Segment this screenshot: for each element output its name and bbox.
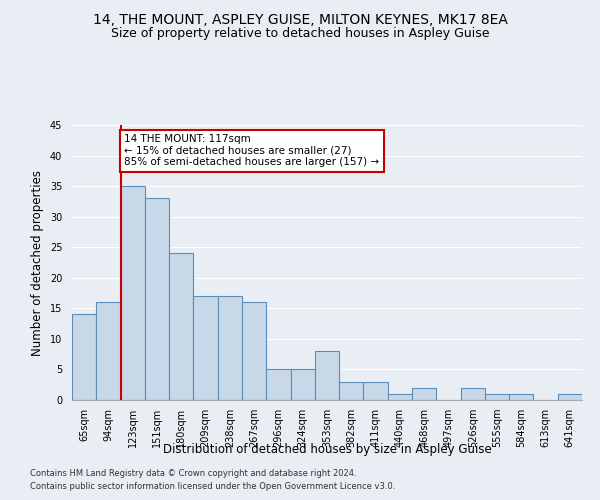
Bar — [364, 382, 388, 400]
Bar — [412, 388, 436, 400]
Bar — [485, 394, 509, 400]
Bar — [169, 254, 193, 400]
Y-axis label: Number of detached properties: Number of detached properties — [31, 170, 44, 356]
Text: Contains public sector information licensed under the Open Government Licence v3: Contains public sector information licen… — [30, 482, 395, 491]
Bar — [290, 370, 315, 400]
Bar — [509, 394, 533, 400]
Bar — [266, 370, 290, 400]
Bar — [461, 388, 485, 400]
Bar — [96, 302, 121, 400]
Bar — [558, 394, 582, 400]
Bar — [388, 394, 412, 400]
Bar — [145, 198, 169, 400]
Text: Distribution of detached houses by size in Aspley Guise: Distribution of detached houses by size … — [163, 442, 491, 456]
Text: Contains HM Land Registry data © Crown copyright and database right 2024.: Contains HM Land Registry data © Crown c… — [30, 468, 356, 477]
Text: Size of property relative to detached houses in Aspley Guise: Size of property relative to detached ho… — [111, 28, 489, 40]
Text: 14, THE MOUNT, ASPLEY GUISE, MILTON KEYNES, MK17 8EA: 14, THE MOUNT, ASPLEY GUISE, MILTON KEYN… — [92, 12, 508, 26]
Text: 14 THE MOUNT: 117sqm
← 15% of detached houses are smaller (27)
85% of semi-detac: 14 THE MOUNT: 117sqm ← 15% of detached h… — [124, 134, 379, 168]
Bar — [315, 351, 339, 400]
Bar — [121, 186, 145, 400]
Bar — [218, 296, 242, 400]
Bar — [242, 302, 266, 400]
Bar — [72, 314, 96, 400]
Bar — [193, 296, 218, 400]
Bar — [339, 382, 364, 400]
